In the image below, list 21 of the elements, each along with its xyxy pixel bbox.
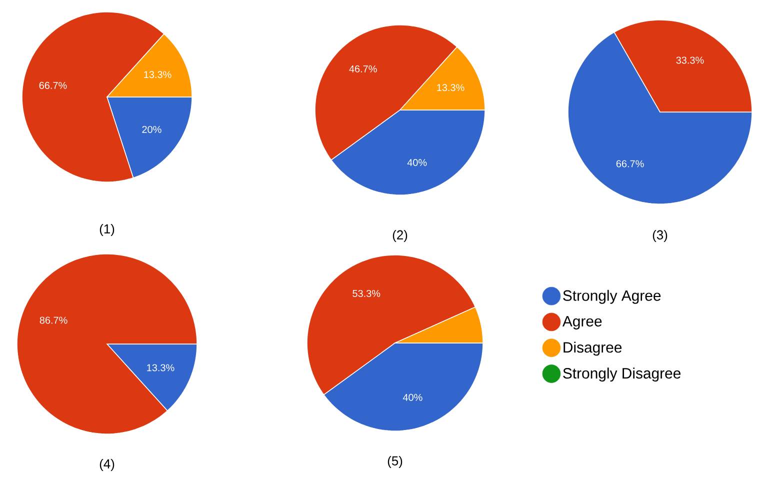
data-label: 13.3% — [144, 71, 172, 78]
data-label: 46.7% — [349, 65, 377, 72]
data-label: 40% — [407, 159, 427, 166]
data-label: 53.3% — [352, 290, 380, 297]
legend-label: Agree — [562, 316, 602, 330]
data-label: 13.3% — [437, 84, 464, 92]
text: (1) — [100, 224, 114, 236]
text: (5) — [388, 456, 402, 468]
text: (2) — [392, 230, 408, 242]
data-label: 86.7% — [40, 316, 68, 324]
data-label: 66.7% — [616, 160, 644, 168]
data-label: 33.3% — [676, 56, 704, 64]
text: (4) — [100, 458, 114, 472]
legend-label: Strongly Agree — [563, 290, 661, 304]
data-label: 20% — [142, 126, 162, 133]
legend-label: Strongly Disagree — [563, 368, 681, 382]
data-label: 13.3% — [147, 364, 174, 372]
legend-label: Disagree — [564, 342, 622, 356]
data-label: 40% — [402, 394, 422, 401]
data-label: 66.7% — [39, 82, 67, 89]
text: (3) — [652, 230, 668, 242]
